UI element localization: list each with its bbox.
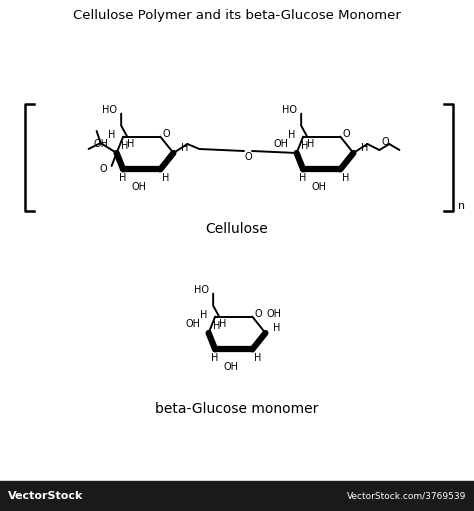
Text: O: O [382,137,389,147]
Text: OH: OH [311,182,326,192]
Text: H: H [301,141,309,151]
Text: H: H [121,141,129,151]
Text: H: H [200,310,207,319]
Text: H: H [213,320,221,331]
Text: O: O [100,164,108,174]
Text: O: O [244,152,252,162]
Text: O: O [343,129,350,138]
Text: Cellulose: Cellulose [206,222,268,236]
Text: VectorStock: VectorStock [8,491,83,501]
Text: H: H [300,173,307,183]
Text: H: H [342,173,349,183]
Text: HO: HO [101,105,117,114]
Text: H: H [219,319,226,329]
Text: OH: OH [186,319,201,329]
Text: HO: HO [194,285,209,295]
Text: H: H [273,323,281,333]
Bar [0,481,474,511]
Text: O: O [255,309,262,319]
Text: OH: OH [131,182,146,192]
Text: H: H [307,139,314,149]
Text: n: n [458,201,465,211]
Text: H: H [119,173,127,183]
Text: OH: OH [93,139,109,149]
Text: VectorStock.com/3769539: VectorStock.com/3769539 [346,492,466,500]
Text: H: H [254,354,261,363]
Text: H: H [108,130,115,140]
Text: Cellulose Polymer and its beta-Glucose Monomer: Cellulose Polymer and its beta-Glucose M… [73,9,401,21]
Text: H: H [127,139,134,149]
Text: OH: OH [273,139,289,149]
Text: O: O [163,129,170,138]
Text: H: H [288,130,295,140]
Text: OH: OH [267,309,282,319]
Text: beta-Glucose monomer: beta-Glucose monomer [155,402,319,416]
Text: H: H [361,143,369,153]
Text: H: H [211,354,219,363]
Text: HO: HO [282,105,297,114]
Text: OH: OH [223,362,238,373]
Text: H: H [162,173,169,183]
Text: H: H [182,143,189,153]
